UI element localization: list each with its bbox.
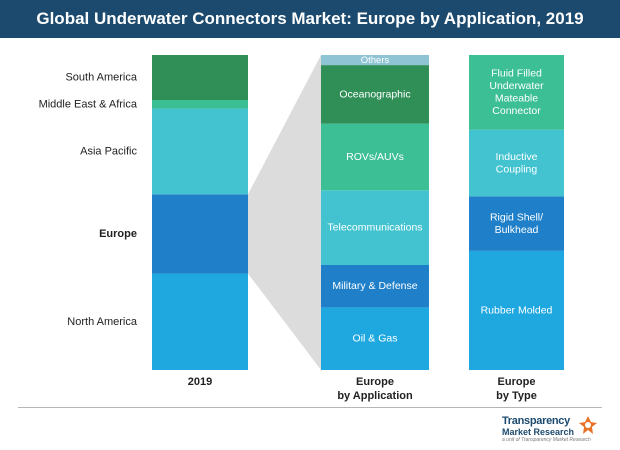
logo-name: Transparency [502,415,570,427]
segment-label: Rubber Molded [481,304,553,316]
bar-segment [152,108,248,195]
bar-segment [152,100,248,109]
segment-label: Oceanographic [339,88,410,100]
bar-segment [152,55,248,100]
logo-tagline: a unit of Transparency Market Research [502,437,591,443]
bar-segment [321,307,429,370]
segment-label: ROVs/AUVs [346,151,404,163]
bar-segment [321,123,429,191]
segment-label: Oil & Gas [353,332,398,344]
axis-label: Europe by Type [496,376,537,402]
segment-label: Rigid Shell/Bulkhead [490,211,543,236]
bar-segment [321,65,429,124]
logo-mark-icon [579,416,597,434]
segment-label: Fluid Filled Underwater Mateable Connector [489,67,544,117]
bar-segment [152,273,248,370]
segment-label: Asia Pacific [80,145,137,157]
segment-label: Telecommunications [327,221,422,233]
logo-subname: Market Research [502,427,575,437]
axis-label: Europe by Application [337,376,413,402]
bar-segment [152,194,248,274]
segment-label: Europe [99,228,137,240]
segment-label: Middle East & Africa [39,98,138,110]
chart-area: North America Europe Asia Pacific Middle Ea… [39,55,564,402]
bar-segment [321,190,429,265]
bar-segment [469,129,564,197]
bar-segment [321,55,429,66]
segment-label: North America [67,316,138,328]
axis-label: 2019 [188,376,212,388]
bar-segment [469,196,564,251]
bar-segment [321,265,429,308]
segment-label: South America [65,71,137,83]
chart-title: Global Underwater Connectors Market: Eur… [0,0,620,38]
segment-label: Inductive Coupling [495,151,537,176]
bar-segment [469,250,564,370]
brand-logo: Transparency Market Research a unit of T… [498,413,598,445]
connector-wedge [248,55,321,370]
bar-segment [469,55,564,130]
bottom-divider [18,407,602,408]
segment-label: Others [361,55,390,66]
segment-label: Military & Defense [332,280,417,292]
